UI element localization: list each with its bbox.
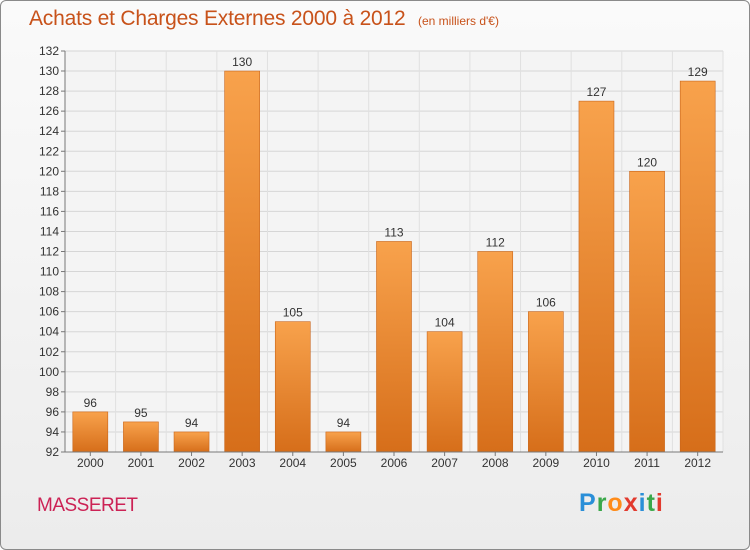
bar <box>325 431 362 453</box>
y-tick-label: 110 <box>40 265 59 279</box>
logo-letter: x <box>623 489 639 517</box>
y-tick-label: 126 <box>39 104 59 118</box>
data-label: 95 <box>134 406 148 420</box>
y-tick-label: 116 <box>40 204 59 218</box>
y-tick-label: 128 <box>39 84 59 98</box>
proxiti-logo[interactable]: Proxiti <box>579 489 664 518</box>
y-tick-label: 98 <box>46 385 60 399</box>
y-tick-label: 124 <box>39 124 59 138</box>
data-label: 130 <box>232 55 252 69</box>
y-tick-label: 92 <box>46 445 60 459</box>
logo-letter: o <box>607 489 624 517</box>
bar <box>274 321 311 453</box>
x-tick-label: 2004 <box>279 456 306 470</box>
bar <box>123 421 159 453</box>
y-tick-label: 120 <box>39 164 59 178</box>
y-tick-label: 100 <box>39 365 59 379</box>
x-tick-label: 2002 <box>178 456 205 470</box>
bar <box>72 411 109 453</box>
data-label: 127 <box>586 85 606 99</box>
logo-letter: t <box>646 489 656 517</box>
x-tick-label: 2005 <box>330 456 357 470</box>
data-label: 113 <box>384 225 403 239</box>
axes: 92 94 96 98 100 102 104 106 108 110 112 114 116 118 12… <box>39 44 723 470</box>
y-tick-label: 108 <box>39 285 59 299</box>
bar <box>173 431 210 453</box>
place-name: MASSERET <box>37 495 138 516</box>
bar <box>224 70 260 453</box>
bar <box>679 80 716 453</box>
data-label: 106 <box>536 296 556 310</box>
y-tick-label: 122 <box>39 144 59 158</box>
y-tick-label: 114 <box>40 224 59 238</box>
bar <box>629 171 665 453</box>
x-tick-label: 2001 <box>128 456 155 470</box>
x-tick-label: 2012 <box>684 456 711 470</box>
bar <box>528 311 564 453</box>
y-tick-label: 94 <box>46 425 60 439</box>
y-tick-label: 106 <box>39 305 59 319</box>
y-tick-label: 96 <box>46 405 60 419</box>
x-tick-label: 2000 <box>77 456 104 470</box>
x-tick-label: 2008 <box>482 456 509 470</box>
chart-subtitle: (en milliers d'€) <box>418 14 499 28</box>
data-label: 96 <box>84 396 98 410</box>
x-tick-label: 2009 <box>532 456 559 470</box>
x-tick-label: 2007 <box>431 456 458 470</box>
x-tick-label: 2010 <box>583 456 610 470</box>
data-label: 120 <box>637 155 657 169</box>
data-label: 104 <box>435 316 455 330</box>
x-tick-label: 2011 <box>634 456 660 470</box>
y-tick-label: 118 <box>40 184 59 198</box>
data-label: 94 <box>337 416 351 430</box>
bar <box>426 331 463 453</box>
data-label: 94 <box>185 416 199 430</box>
data-label: 105 <box>283 306 303 320</box>
y-tick-label: 112 <box>40 245 59 259</box>
logo-letter: i <box>655 489 664 517</box>
chart-title: Achats et Charges Externes 2000 à 2012 <box>29 7 406 30</box>
data-label: 129 <box>688 65 708 79</box>
y-tick-label: 130 <box>39 64 59 78</box>
logo-letter: i <box>638 489 647 517</box>
bars: 96 95 94 130 105 94 113 104 112 106 127 120 129 <box>72 55 716 453</box>
x-tick-label: 2006 <box>381 456 408 470</box>
bar <box>477 251 514 453</box>
logo-letter: r <box>596 489 608 517</box>
x-tick-label: 2003 <box>229 456 256 470</box>
logo-letter: P <box>579 489 597 517</box>
bar <box>578 100 615 453</box>
bar <box>376 241 412 453</box>
data-label: 112 <box>486 236 505 250</box>
y-tick-label: 132 <box>39 44 59 58</box>
y-tick-label: 104 <box>39 325 59 339</box>
y-tick-label: 102 <box>39 345 59 359</box>
